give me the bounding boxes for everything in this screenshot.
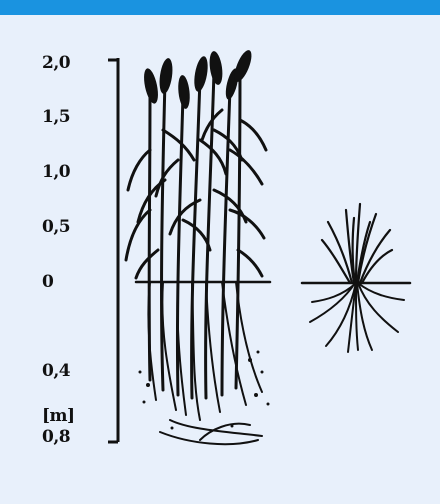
tall-grass-plant-icon: [124, 50, 272, 446]
scale-unit-label: [m]: [42, 406, 75, 426]
scale-label-2-0: 2,0: [42, 53, 71, 73]
scale-label-0-8: 0,8: [42, 427, 71, 447]
header-bar: [0, 0, 440, 15]
scale-label-1-5: 1,5: [42, 107, 71, 127]
scale-label-0-4: 0,4: [42, 361, 71, 381]
scale-label-1-0: 1,0: [42, 162, 71, 182]
scale-axis: [108, 58, 120, 444]
short-grass-tuft-icon: [300, 202, 412, 353]
scale-label-0-5: 0,5: [42, 217, 71, 237]
scale-label-0: 0: [42, 272, 54, 292]
